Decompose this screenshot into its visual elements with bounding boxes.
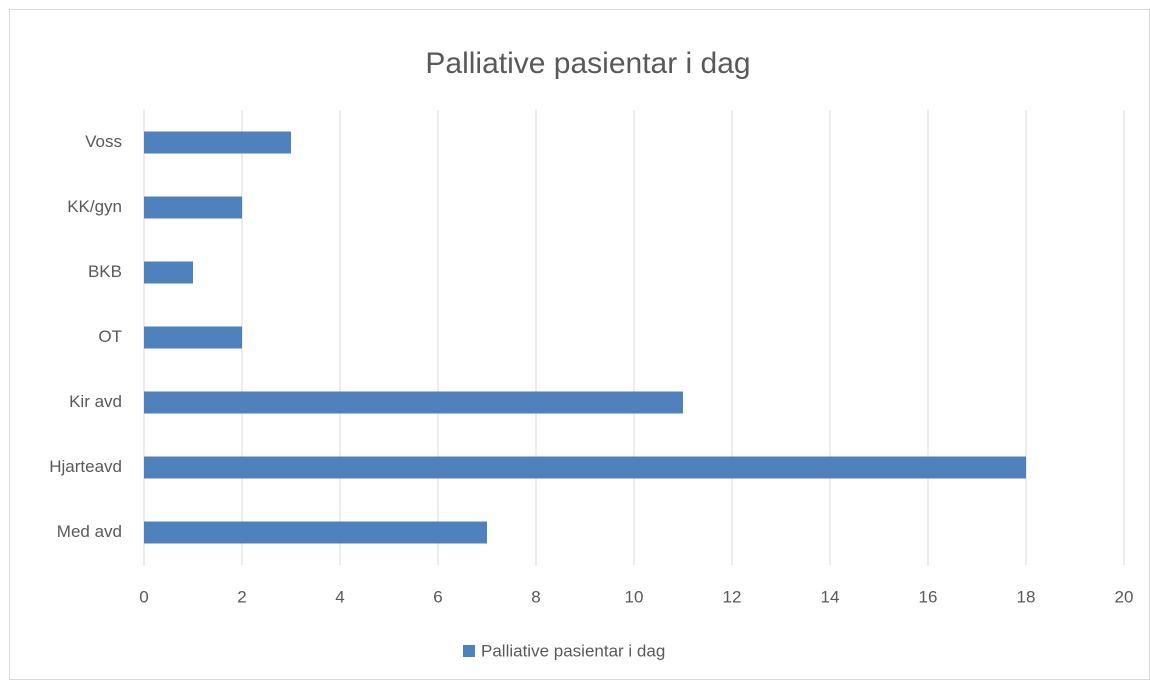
bar [144, 391, 683, 414]
x-tick-label: 2 [237, 587, 246, 606]
x-tick-label: 16 [919, 587, 938, 606]
x-tick-label: 4 [335, 587, 344, 606]
x-tick-label: 12 [723, 587, 742, 606]
y-tick-label: Hjarteavd [49, 457, 122, 476]
y-tick-label: KK/gyn [67, 197, 122, 216]
bar [144, 326, 242, 349]
x-tick-label: 20 [1115, 587, 1134, 606]
y-tick-label: OT [98, 327, 122, 346]
y-tick-label: Voss [85, 132, 122, 151]
x-tick-label: 10 [625, 587, 644, 606]
x-tick-label: 18 [1017, 587, 1036, 606]
chart-title: Palliative pasientar i dag [425, 47, 750, 80]
x-tick-label: 6 [433, 587, 442, 606]
bar [144, 456, 1026, 479]
x-tick-label: 8 [531, 587, 540, 606]
y-tick-label: BKB [88, 262, 122, 281]
legend-label: Palliative pasientar i dag [481, 641, 665, 660]
legend-swatch [463, 645, 475, 657]
y-tick-label: Med avd [57, 522, 122, 541]
x-tick-label: 14 [821, 587, 840, 606]
x-tick-label: 0 [139, 587, 148, 606]
bar [144, 521, 487, 544]
y-tick-label: Kir avd [69, 392, 122, 411]
bar [144, 196, 242, 219]
bar [144, 131, 291, 154]
bar [144, 261, 193, 284]
